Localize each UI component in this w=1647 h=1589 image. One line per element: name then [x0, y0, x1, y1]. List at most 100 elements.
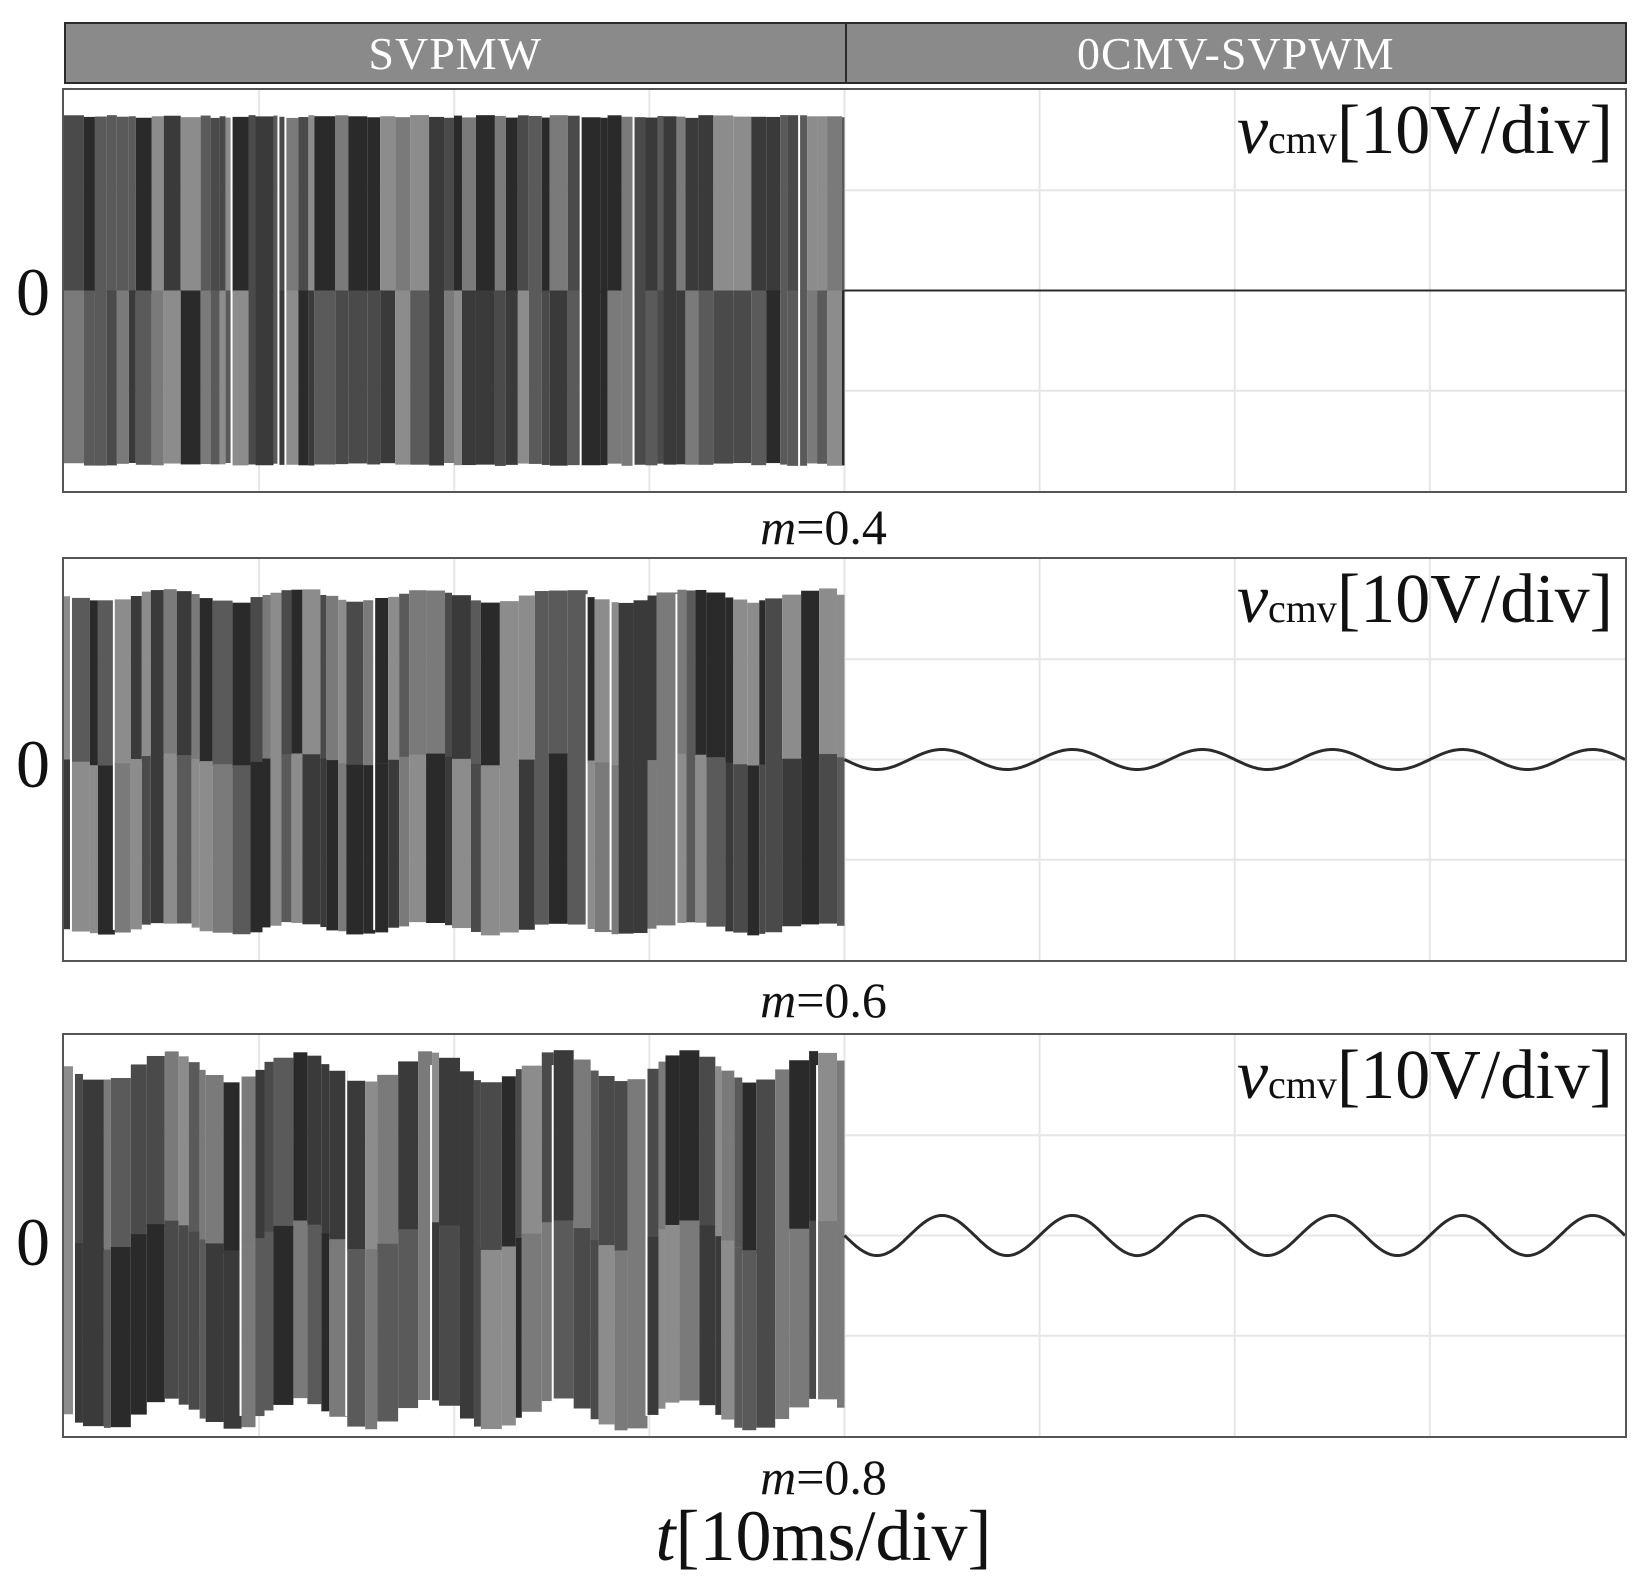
- svpwm-pulse-lower: [521, 1233, 542, 1412]
- svpwm-pulse-lower: [782, 758, 802, 927]
- modulation-index-caption: m=0.8: [760, 1449, 887, 1505]
- svpwm-pulse-lower: [439, 1225, 460, 1406]
- svpwm-pulse-upper: [679, 1050, 700, 1221]
- svpwm-pulse-lower: [180, 290, 201, 465]
- svpwm-pulse-upper: [199, 598, 213, 764]
- svpwm-pulse-lower: [97, 765, 115, 935]
- svpwm-gap: [632, 115, 635, 466]
- svpwm-pulse-upper: [801, 590, 820, 757]
- svpwm-pulse-upper: [365, 1081, 378, 1252]
- svpwm-pulse-lower: [363, 765, 376, 934]
- svpwm-pulse-lower: [348, 290, 368, 464]
- svpwm-pulse-upper: [665, 1055, 680, 1226]
- waveform-plot-m08: [64, 1035, 1625, 1436]
- svpwm-pulse-lower: [548, 753, 568, 924]
- svpwm-pulse-upper: [375, 597, 389, 764]
- svpwm-pulse-upper: [787, 115, 801, 291]
- svpwm-pulse-upper: [567, 590, 588, 756]
- svpwm-pulse-upper: [818, 1052, 838, 1224]
- svpwm-pulse-upper: [721, 1070, 735, 1242]
- svpwm-pulse-lower: [426, 753, 446, 924]
- svpwm-gap: [112, 594, 115, 930]
- svpwm-pulse-lower: [329, 1239, 348, 1417]
- svpwm-pulse-lower: [141, 756, 151, 925]
- svpwm-pulse-upper: [264, 1061, 274, 1233]
- svpwm-pulse-upper: [807, 116, 818, 292]
- svpwm-pulse-lower: [734, 1247, 743, 1428]
- svpwm-pulse-upper: [677, 589, 687, 756]
- svpwm-pulse-upper: [444, 117, 455, 294]
- svpwm-pulse-upper: [302, 589, 321, 755]
- svpwm-pulse-lower: [232, 765, 251, 935]
- svpwm-pulse-upper: [191, 594, 200, 760]
- svpwm-pulse-lower: [377, 1243, 399, 1422]
- svpwm-pulse-lower: [733, 764, 748, 933]
- svpwm-pulse-upper: [459, 1071, 474, 1242]
- svpwm-pulse-lower: [164, 1220, 179, 1399]
- svpwm-pulse-upper: [473, 1080, 481, 1251]
- svpwm-pulse-lower: [250, 761, 263, 933]
- svpwm-pulse-lower: [248, 290, 256, 465]
- svpwm-pulse-upper: [817, 116, 828, 292]
- svpwm-pulse-lower: [470, 763, 481, 933]
- svpwm-pulse-lower: [713, 290, 734, 464]
- svpwm-pulse-upper: [321, 1064, 330, 1235]
- svpwm-gap: [585, 594, 588, 930]
- svpwm-pulse-upper: [326, 595, 339, 762]
- svpwm-pulse-upper: [273, 1057, 294, 1229]
- svpwm-pulse-lower: [721, 1240, 735, 1420]
- svpwm-pulse-lower: [594, 762, 612, 933]
- svpwm-gap: [675, 594, 678, 930]
- svpwm-cmv-waveform: [64, 588, 845, 936]
- svpwm-pulse-lower: [232, 290, 249, 466]
- svpwm-pulse-upper: [567, 115, 582, 292]
- svpwm-pulse-lower: [346, 764, 364, 935]
- svpwm-pulse-upper: [146, 1055, 165, 1227]
- svpwm-pulse-lower: [837, 757, 845, 926]
- svpwm-pulse-upper: [199, 1069, 206, 1241]
- svpwm-gap: [69, 594, 72, 930]
- svpwm-pulse-upper: [151, 116, 164, 292]
- svpwm-pulse-lower: [607, 290, 622, 464]
- svpwm-pulse-upper: [347, 1080, 366, 1252]
- svpwm-pulse-lower: [459, 1239, 474, 1419]
- svpwm-pulse-upper: [454, 115, 462, 292]
- svpwm-gap: [551, 1065, 554, 1416]
- svpwm-pulse-lower: [273, 1225, 294, 1405]
- svpwm-pulse-upper: [410, 115, 430, 291]
- svpwm-pulse-lower: [326, 760, 339, 931]
- svpwm-pulse-upper: [658, 1061, 666, 1233]
- svpwm-pulse-lower: [255, 1238, 265, 1417]
- svpwm-pulse-lower: [298, 290, 309, 466]
- svpwm-pulse-upper: [756, 1079, 776, 1250]
- svpwm-pulse-lower: [686, 753, 696, 923]
- svpwm-pulse-upper: [83, 116, 95, 293]
- svpwm-pulse-lower: [818, 1221, 838, 1400]
- svpwm-gap: [277, 115, 280, 466]
- svpwm-pulse-upper: [250, 597, 263, 763]
- svpwm-gap: [239, 1065, 242, 1416]
- svpwm-pulse-lower: [130, 758, 142, 930]
- svpwm-pulse-lower: [505, 290, 518, 465]
- svpwm-pulse-lower: [817, 290, 828, 464]
- svpwm-pulse-lower: [766, 290, 781, 464]
- svpwm-pulse-upper: [480, 602, 500, 769]
- svpwm-pulse-lower: [517, 290, 529, 464]
- svpwm-pulse-lower: [627, 1248, 648, 1429]
- svpwm-pulse-lower: [264, 1231, 274, 1411]
- svpwm-pulse-lower: [200, 290, 211, 465]
- svpwm-pulse-upper: [663, 116, 677, 292]
- svpwm-pulse-upper: [534, 591, 549, 757]
- svpwm-gap: [373, 594, 376, 930]
- svpwm-pulse-lower: [103, 1249, 111, 1428]
- svpwm-pulse-upper: [377, 1074, 399, 1246]
- svpwm-pulse-lower: [658, 1229, 666, 1409]
- svpwm-pulse-lower: [633, 763, 648, 934]
- svpwm-pulse-upper: [103, 1079, 111, 1250]
- svpwm-pulse-lower: [395, 290, 411, 465]
- svpwm-pulse-upper: [549, 115, 568, 291]
- svpwm-pulse-upper: [809, 1051, 819, 1222]
- svpwm-pulse-lower: [219, 290, 226, 465]
- svpwm-pulse-lower: [528, 290, 542, 464]
- svpwm-gap: [816, 1065, 819, 1416]
